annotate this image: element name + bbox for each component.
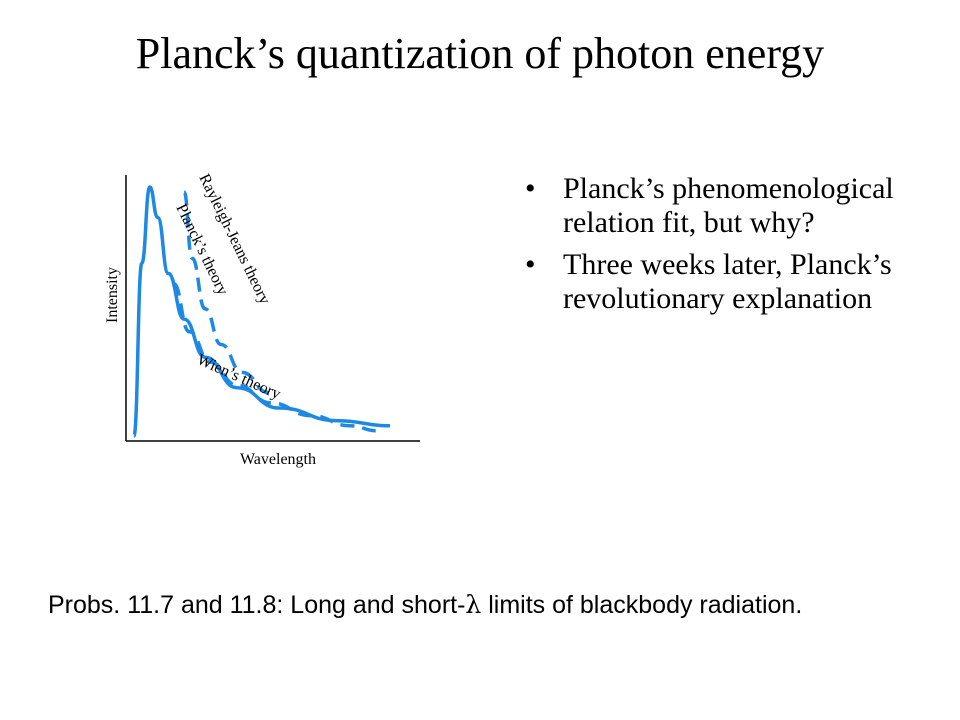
- bullet-item: • Three weeks later, Planck’s revolution…: [525, 248, 945, 316]
- slide-title: Planck’s quantization of photon energy: [135, 29, 825, 78]
- bullet-list: • Planck’s phenomenological relation fit…: [525, 172, 945, 324]
- wien-label: Wien’s theory: [194, 351, 283, 403]
- curves-group: [132, 185, 391, 438]
- curve-planck: [132, 185, 391, 438]
- curve-rayleigh-jeans: [182, 190, 269, 395]
- bullet-text: Three weeks later, Planck’s revolutionar…: [563, 248, 892, 315]
- curve-wien: [172, 281, 377, 433]
- footnote-text-end: limits of blackbody radiation.: [481, 591, 803, 619]
- bullet-dot: •: [525, 172, 536, 205]
- footnote-text-start: Probs. 11.7 and 11.8: Long and short-: [48, 591, 466, 619]
- blackbody-figure: Intensity Wavelength Rayleigh-Jeans theo…: [95, 160, 435, 470]
- bullet-dot: •: [525, 248, 536, 281]
- bullet-item: • Planck’s phenomenological relation fit…: [525, 172, 945, 240]
- lambda-symbol: λ: [465, 590, 482, 619]
- bullet-text: Planck’s phenomenological relation fit, …: [563, 172, 894, 239]
- blackbody-chart: Intensity Wavelength Rayleigh-Jeans theo…: [104, 171, 420, 468]
- x-axis-label: Wavelength: [240, 451, 316, 468]
- y-axis-label: Intensity: [104, 267, 121, 323]
- footnote: Probs. 11.7 and 11.8: Long and short-λ l…: [48, 587, 928, 623]
